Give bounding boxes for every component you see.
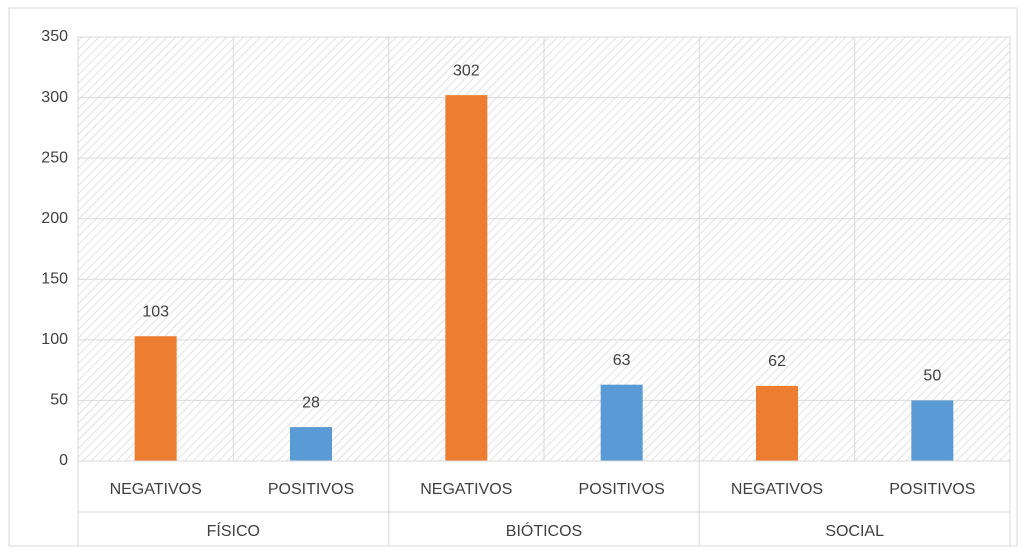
y-tick-label: 250 — [41, 149, 68, 166]
data-label: 63 — [613, 352, 631, 369]
bar — [134, 336, 177, 461]
x-tick-label: POSITIVOS — [579, 481, 665, 498]
x-tick-label: POSITIVOS — [889, 481, 975, 498]
y-tick-label: 100 — [41, 331, 68, 348]
data-label: 62 — [768, 353, 786, 370]
bar — [600, 384, 643, 461]
data-label: 50 — [923, 368, 941, 385]
bar — [911, 400, 954, 461]
x-tick-label: NEGATIVOS — [110, 481, 202, 498]
group-label: FÍSICO — [207, 521, 260, 540]
x-tick-label: NEGATIVOS — [731, 481, 823, 498]
x-tick-label: NEGATIVOS — [420, 481, 512, 498]
y-tick-label: 0 — [59, 452, 68, 469]
bar — [445, 95, 488, 462]
data-label: 302 — [453, 62, 480, 79]
y-tick-label: 300 — [41, 89, 68, 106]
data-label: 28 — [302, 394, 320, 411]
y-tick-label: 200 — [41, 210, 68, 227]
group-label: BIÓTICOS — [506, 521, 582, 540]
bar — [290, 427, 332, 461]
x-tick-label: POSITIVOS — [268, 481, 354, 498]
y-tick-label: 50 — [50, 392, 68, 409]
data-label: 103 — [142, 303, 169, 320]
bar — [756, 385, 798, 461]
group-label: SOCIAL — [825, 523, 884, 540]
y-tick-label: 150 — [41, 271, 68, 288]
y-tick-label: 350 — [41, 28, 68, 45]
